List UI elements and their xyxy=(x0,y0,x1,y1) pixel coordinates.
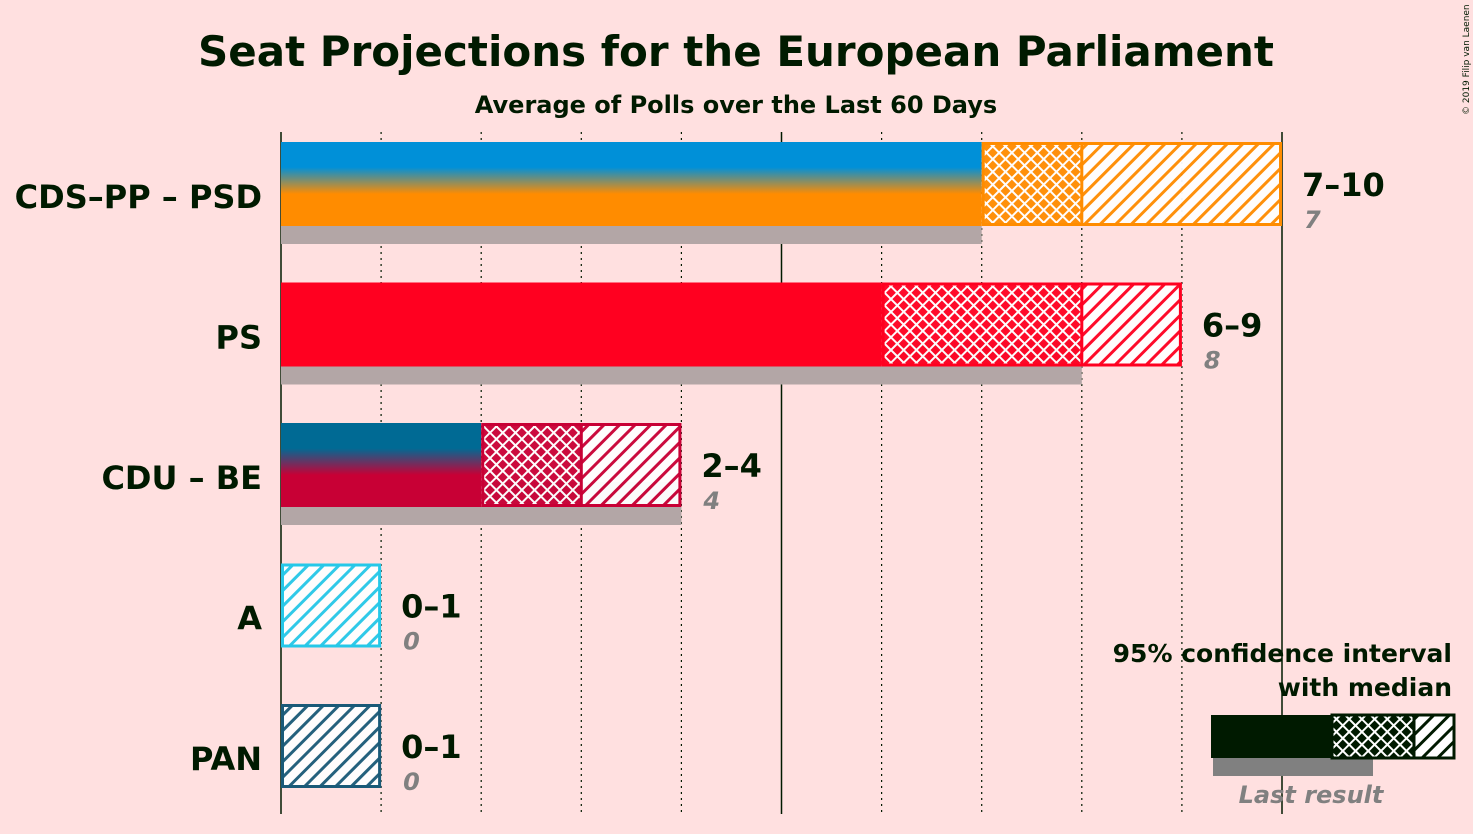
range-label: 2–4 xyxy=(701,447,762,485)
solid-bar xyxy=(281,423,482,507)
ci-hatch xyxy=(281,563,382,648)
median-crosshatch xyxy=(481,423,582,507)
party-label: CDS–PP – PSD xyxy=(15,178,262,216)
chart-title: Seat Projections for the European Parlia… xyxy=(198,27,1274,76)
ci-hatch xyxy=(281,704,382,788)
party-label: PAN xyxy=(190,740,262,778)
legend-hatch xyxy=(1412,713,1456,760)
last-result-label: 7 xyxy=(1304,206,1321,234)
ci-outline xyxy=(281,563,382,648)
chart-subtitle: Average of Polls over the Last 60 Days xyxy=(475,91,997,119)
last-result-label: 0 xyxy=(403,768,420,796)
last-result-label: 4 xyxy=(702,487,720,515)
range-label: 0–1 xyxy=(401,728,462,766)
legend-solid-bar xyxy=(1211,715,1332,758)
ci-hatch xyxy=(1081,142,1282,226)
range-label: 7–10 xyxy=(1302,166,1385,204)
solid-bar xyxy=(281,282,882,367)
range-label: 0–1 xyxy=(401,588,462,626)
median-crosshatch xyxy=(981,142,1082,226)
last-result-label: 8 xyxy=(1204,347,1221,375)
legend-ci-line2: with median xyxy=(1278,673,1452,702)
copyright-notice: © 2019 Filip van Laenen xyxy=(1462,4,1472,115)
party-label: CDU – BE xyxy=(101,459,262,497)
party-row: CDS–PP – PSD 7–107 xyxy=(15,142,1385,244)
party-label: PS xyxy=(216,319,263,357)
party-label: A xyxy=(237,600,262,638)
ci-outline xyxy=(281,704,382,788)
range-label: 6–9 xyxy=(1202,307,1263,345)
ci-hatch xyxy=(1081,282,1182,367)
party-row: PAN 0–10 xyxy=(190,704,462,796)
legend: 95% confidence interval with median Last… xyxy=(1113,639,1456,809)
ci-hatch xyxy=(581,423,682,507)
party-row: PS 6–98 xyxy=(216,282,1263,385)
last-result-label: 0 xyxy=(403,628,420,656)
party-row: A 0–10 xyxy=(237,563,462,656)
ci-outline xyxy=(881,282,1182,367)
median-crosshatch xyxy=(881,282,1082,367)
ci-outline xyxy=(981,142,1282,226)
legend-last-result-label: Last result xyxy=(1239,781,1385,809)
legend-ci-line1: 95% confidence interval xyxy=(1113,639,1452,668)
party-row: CDU – BE 2–44 xyxy=(101,423,762,525)
solid-bar xyxy=(281,142,982,226)
legend-crosshatch xyxy=(1330,713,1416,760)
